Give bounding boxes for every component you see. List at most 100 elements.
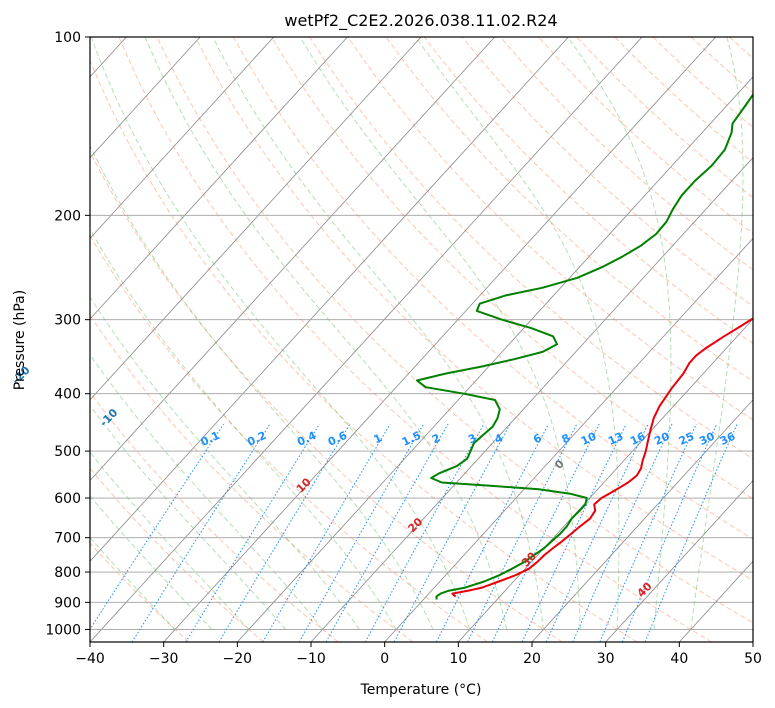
mixing-ratio-label: 25 [677, 430, 696, 448]
isotherm [90, 37, 643, 642]
adiabat-label: 10 [294, 475, 314, 495]
mixing-ratio-label: 0.6 [326, 429, 349, 449]
tick-layer: −40 −30 −20 −10 0 10 20 30 40 5010020030040050060… [45, 30, 762, 667]
dry-adiabat [728, 37, 753, 59]
x-tick-label: 10 [449, 651, 467, 667]
adiabat-label: -10 [97, 406, 120, 429]
mixing-ratio-label: 3 [466, 431, 478, 446]
adiabat-label: 30 [519, 549, 539, 569]
isotherm [90, 37, 422, 401]
isotherm [163, 37, 717, 642]
chart-title: wetPf2_C2E2.2026.038.11.02.R24 [284, 11, 557, 31]
x-tick-label: 40 [670, 651, 688, 667]
moist-adiabat [212, 37, 544, 630]
moist-adiabat [567, 37, 672, 630]
mixing-ratio-line [364, 423, 485, 642]
isotherm [310, 157, 753, 642]
dry-adiabat [90, 59, 638, 642]
dry-adiabat [385, 37, 753, 383]
x-tick-label: −10 [296, 651, 326, 667]
moist-adiabat [90, 495, 213, 630]
dry-adiabat [309, 37, 753, 460]
x-tick-label: −40 [75, 651, 105, 667]
dry-adiabat [90, 467, 264, 642]
moist-adiabat [299, 37, 581, 630]
mixing-ratio-line [185, 423, 320, 642]
y-tick-label: 400 [54, 387, 81, 403]
dry-adiabat [423, 37, 753, 345]
mixing-ratio-label: 36 [718, 430, 738, 448]
isotherm [90, 37, 569, 562]
adiabat-label: 40 [635, 580, 655, 600]
mixing-ratio-label: 16 [628, 430, 648, 448]
x-tick-label: −30 [149, 651, 179, 667]
y-tick-label: 500 [54, 444, 81, 460]
mixing-ratio-line [491, 423, 600, 642]
mixing-ratio-line [435, 423, 550, 642]
adiabat-label: 20 [405, 515, 425, 535]
y-tick-label: 600 [54, 491, 81, 507]
mixing-ratio-label: 1 [372, 431, 384, 446]
mixing-ratio-label: 30 [697, 430, 717, 448]
mixing-ratio-line [644, 423, 738, 642]
x-tick-label: 30 [597, 651, 615, 667]
dry-adiabat [232, 37, 753, 540]
y-tick-label: 300 [54, 313, 81, 329]
mixing-ratio-line [521, 423, 627, 642]
isotherm [384, 237, 753, 642]
grid-layer [90, 37, 753, 642]
dry-adiabat [194, 37, 753, 582]
moist-adiabat [90, 228, 397, 630]
moist-adiabat [90, 353, 323, 630]
moist-adiabat [415, 37, 620, 630]
plot-frame [89, 36, 754, 643]
y-tick-label: 200 [54, 208, 81, 224]
mixing-ratio-line [621, 423, 718, 642]
mixing-ratio-line [572, 423, 673, 642]
dry-adiabat [652, 37, 753, 128]
dry-adiabat [461, 37, 753, 307]
isotherm [90, 37, 275, 239]
y-tick-label: 100 [54, 30, 81, 46]
x-tick-label: 20 [523, 651, 541, 667]
y-axis-label: Pressure (hPa) [12, 290, 28, 390]
moist-adiabat [144, 37, 508, 630]
mixing-ratio-label: 13 [606, 430, 625, 448]
mixing-ratio-label: 6 [531, 431, 544, 446]
moist-adiabat [90, 404, 286, 630]
mixing-ratio-line [131, 423, 271, 642]
y-tick-label: 700 [54, 531, 81, 547]
mixing-ratio-line [218, 423, 351, 642]
dry-adiabat [538, 37, 753, 235]
dry-adiabat [90, 314, 414, 642]
moist-adiabat [90, 144, 434, 630]
moist-adiabat [90, 37, 471, 630]
mixing-ratio-label: 10 [579, 430, 599, 448]
isotherm [752, 641, 753, 642]
mixing-ratio-line [467, 423, 578, 642]
x-axis-label: Temperature (°C) [360, 682, 482, 698]
moist-adiabat [90, 451, 250, 630]
series-layer [416, 92, 753, 600]
x-tick-label: −20 [223, 651, 253, 667]
dry-adiabat [90, 150, 563, 642]
mixing-ratio-line [599, 423, 697, 642]
mixing-ratio-line [545, 423, 649, 642]
dry-adiabat [156, 37, 753, 624]
x-tick-label: 0 [380, 651, 389, 667]
temperature-line [451, 317, 753, 598]
y-tick-label: 800 [54, 565, 81, 581]
isotherm [237, 76, 753, 642]
dewpoint-line [416, 92, 753, 600]
dry-adiabat [90, 542, 190, 642]
isotherm [90, 37, 348, 320]
dry-adiabat [271, 37, 753, 500]
dry-adiabat [576, 37, 753, 199]
moist-adiabat [690, 37, 744, 630]
mixing-ratio-line [298, 423, 425, 642]
isotherm [90, 37, 201, 159]
mixing-ratio-label: 20 [652, 430, 672, 448]
x-tick-label: 50 [744, 651, 762, 667]
